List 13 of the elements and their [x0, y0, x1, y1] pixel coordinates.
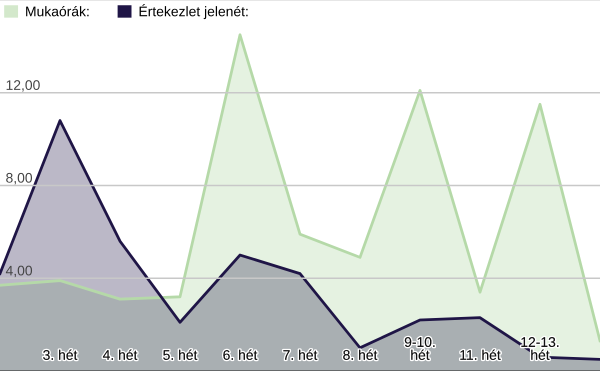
legend-label: Mukaórák:	[26, 6, 89, 16]
x-tick-label: 6. hét	[223, 350, 258, 360]
legend-label: Értekezlet jelenét:	[140, 4, 248, 20]
x-tick-label: 11. hét	[460, 350, 501, 360]
x-tick-label: 8. hét	[343, 350, 378, 360]
y-tick-label: 4,00	[6, 266, 32, 278]
x-tick-label: 4. hét	[102, 350, 138, 360]
x-tick-label: 5. hét	[163, 350, 198, 360]
y-tick-label: 12,00	[6, 80, 40, 92]
x-tick-label: 3. hét	[43, 350, 78, 360]
x-tick-label: 9-10. hét	[404, 337, 435, 360]
y-tick-label: 8,00	[6, 172, 32, 184]
x-tick-label: 7. hét	[283, 350, 318, 360]
